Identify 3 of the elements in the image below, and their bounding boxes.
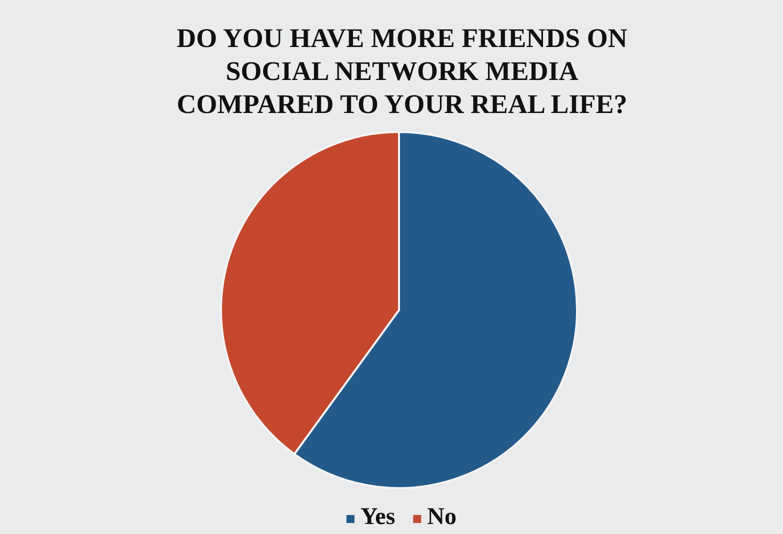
legend-label: No (427, 504, 457, 530)
legend-label: Yes (360, 504, 396, 530)
chart-title: DO YOU HAVE MORE FRIENDS ON SOCIAL NETWORK MEDIA COMPARED TO YOUR REAL LIFE? (176, 23, 628, 119)
